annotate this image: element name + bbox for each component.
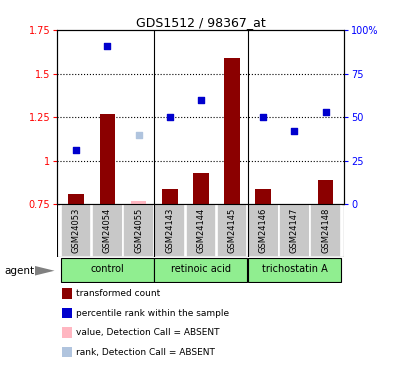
Bar [216, 204, 247, 257]
Bar [317, 180, 333, 204]
Point [321, 109, 328, 115]
Text: transformed count: transformed count [76, 289, 160, 298]
Point [259, 114, 266, 120]
Bar [154, 258, 247, 282]
Bar [123, 204, 153, 257]
Text: control: control [90, 264, 124, 274]
Text: agent: agent [4, 266, 34, 276]
Text: percentile rank within the sample: percentile rank within the sample [76, 309, 228, 318]
Text: GSM24145: GSM24145 [227, 208, 236, 253]
Title: GDS1512 / 98367_at: GDS1512 / 98367_at [136, 16, 265, 29]
Bar [92, 204, 122, 257]
Bar [130, 201, 146, 204]
Point [197, 97, 204, 103]
Point [290, 128, 297, 134]
Point [228, 10, 235, 16]
Point [73, 147, 79, 153]
Point [166, 114, 173, 120]
Text: GSM24054: GSM24054 [103, 208, 112, 253]
Bar [185, 204, 216, 257]
Text: GSM24053: GSM24053 [72, 208, 81, 254]
Bar [61, 204, 91, 257]
Bar [247, 258, 340, 282]
Polygon shape [35, 266, 54, 276]
Bar [99, 114, 115, 204]
Text: trichostatin A: trichostatin A [261, 264, 326, 274]
Point [104, 43, 110, 49]
Point [135, 132, 142, 138]
Bar [224, 58, 239, 204]
Bar [279, 204, 309, 257]
Text: GSM24148: GSM24148 [320, 208, 329, 254]
Bar [247, 204, 278, 257]
Text: retinoic acid: retinoic acid [171, 264, 230, 274]
Bar [68, 194, 84, 204]
Text: GSM24055: GSM24055 [134, 208, 143, 253]
Bar [286, 204, 301, 206]
Bar [255, 189, 270, 204]
Bar [162, 189, 177, 204]
Text: GSM24146: GSM24146 [258, 208, 267, 254]
Text: GSM24147: GSM24147 [289, 208, 298, 254]
Text: value, Detection Call = ABSENT: value, Detection Call = ABSENT [76, 328, 219, 337]
Bar [154, 204, 184, 257]
Bar [310, 204, 340, 257]
Text: GSM24144: GSM24144 [196, 208, 205, 253]
Bar [61, 258, 153, 282]
Bar [193, 173, 208, 204]
Text: rank, Detection Call = ABSENT: rank, Detection Call = ABSENT [76, 348, 214, 357]
Text: GSM24143: GSM24143 [165, 208, 174, 254]
